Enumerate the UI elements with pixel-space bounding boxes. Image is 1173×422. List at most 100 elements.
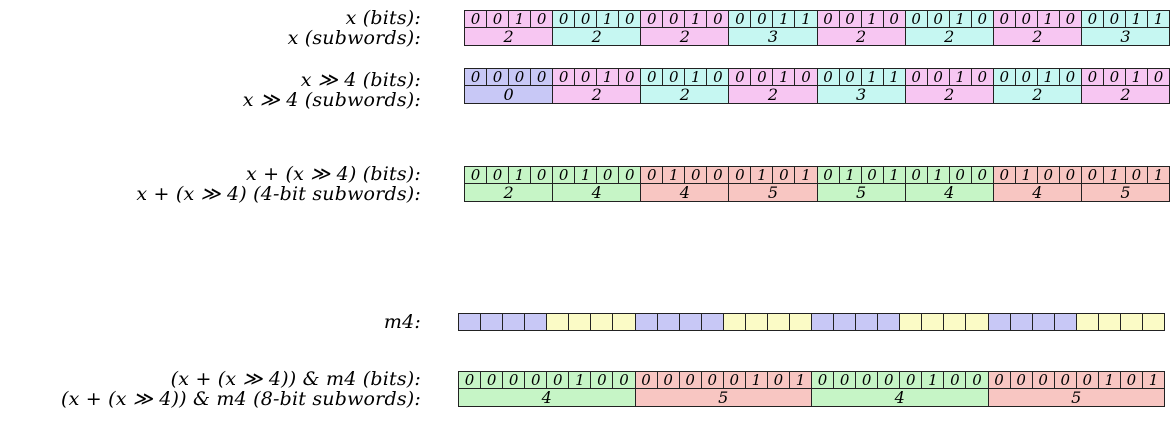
mask-cell: [657, 314, 680, 330]
x-shift4-subwords-label: x ≫ 4 (subwords):: [242, 89, 421, 111]
bit-cell: 0: [834, 372, 857, 388]
bit-cell: 0: [1015, 11, 1038, 27]
bit-cell: 1: [861, 11, 884, 27]
bit-cell: 0: [856, 372, 879, 388]
mask-cell: [503, 314, 526, 330]
subword-cell: 4: [993, 184, 1082, 201]
bit-cell: 0: [707, 69, 730, 85]
bit-cell: 1: [685, 69, 708, 85]
bit-cell: 1: [922, 372, 945, 388]
bit-cell: 0: [531, 69, 554, 85]
subword-cell: 2: [905, 28, 994, 45]
subword-cell: 2: [817, 28, 906, 45]
bit-cell: 1: [745, 372, 768, 388]
bit-cell: 0: [707, 11, 730, 27]
bit-cell: 0: [641, 11, 664, 27]
subword-cell: 5: [988, 389, 1165, 406]
bit-cell: 1: [795, 167, 818, 183]
x-subwords-label: x (subwords):: [287, 27, 421, 49]
bit-cell: 0: [839, 69, 862, 85]
bit-cell: 0: [503, 372, 526, 388]
bit-cell: 0: [993, 69, 1016, 85]
subword-cell: 2: [641, 28, 730, 45]
masked-bits-label: (x + (x ≫ 4)) & m4 (bits):: [170, 368, 421, 390]
bit-cell: 1: [949, 11, 972, 27]
bit-cell: 0: [685, 167, 708, 183]
bit-cell: 0: [1081, 11, 1104, 27]
subword-cell: 0: [465, 86, 554, 103]
bit-cell: 0: [613, 372, 636, 388]
bit-cell: 1: [663, 167, 686, 183]
bit-cell: 0: [729, 11, 752, 27]
bit-cell: 0: [553, 167, 576, 183]
mask-cell: [1142, 314, 1165, 330]
bit-cell: 0: [531, 11, 554, 27]
subword-cell: 5: [817, 184, 906, 201]
bit-cell: 0: [591, 372, 614, 388]
mask-label: m4:: [383, 311, 421, 333]
bit-cell: 0: [767, 372, 790, 388]
bit-cell: 0: [1103, 69, 1126, 85]
subword-cell: 4: [812, 389, 989, 406]
mask-cell: [834, 314, 857, 330]
bit-cell: 0: [619, 69, 642, 85]
mask-cell: [745, 314, 768, 330]
bit-cell: 0: [525, 372, 548, 388]
mask-cell: [1054, 314, 1077, 330]
bit-cell: 0: [1081, 167, 1104, 183]
bit-cell: 1: [773, 69, 796, 85]
bit-cell: 0: [459, 372, 482, 388]
mask-cell: [723, 314, 746, 330]
subword-cell: 3: [1081, 28, 1170, 45]
bit-cell: 1: [569, 372, 592, 388]
bit-cell: 0: [817, 11, 840, 27]
bit-cell: 0: [971, 167, 994, 183]
bit-cell: 0: [1059, 167, 1082, 183]
bit-cell: 1: [1125, 11, 1148, 27]
bit-cell: 0: [679, 372, 702, 388]
sum-subwords-label: x + (x ≫ 4) (4-bit subwords):: [136, 183, 421, 205]
bit-cell: 1: [751, 167, 774, 183]
mask-cell: [1120, 314, 1143, 330]
mask-cell: [878, 314, 901, 330]
bit-cell: 0: [465, 11, 488, 27]
bit-cell: 0: [509, 69, 532, 85]
bit-cell: 0: [619, 167, 642, 183]
bit-cell: 0: [553, 69, 576, 85]
mask-cell: [547, 314, 570, 330]
bit-cell: 0: [993, 167, 1016, 183]
bit-cell: 1: [883, 69, 906, 85]
subword-cell: 2: [993, 28, 1082, 45]
mask-cell: [569, 314, 592, 330]
mask-cell: [525, 314, 548, 330]
bit-cell: 1: [1103, 167, 1126, 183]
subword-cell: 2: [905, 86, 994, 103]
bit-cell: 0: [641, 69, 664, 85]
mask-cell: [922, 314, 945, 330]
subword-cell: 2: [553, 28, 642, 45]
mask-cell: [944, 314, 967, 330]
bit-cell: 0: [883, 11, 906, 27]
bit-cell: 1: [927, 167, 950, 183]
bit-cell: 0: [487, 167, 510, 183]
bit-cell: 0: [905, 167, 928, 183]
bit-cell: 0: [1054, 372, 1077, 388]
subword-cell: 3: [817, 86, 906, 103]
bit-cell: 0: [663, 11, 686, 27]
bit-cell: 0: [1015, 69, 1038, 85]
bit-cell: 0: [635, 372, 658, 388]
bit-cell: 0: [751, 11, 774, 27]
subword-cell: 2: [641, 86, 730, 103]
bit-cell: 0: [1059, 69, 1082, 85]
bit-cell: 0: [949, 167, 972, 183]
mask-cell: [613, 314, 636, 330]
subword-cell: 5: [1081, 184, 1170, 201]
bit-cell: 0: [927, 69, 950, 85]
bit-cell: 1: [1125, 69, 1148, 85]
bit-cell: 0: [1076, 372, 1099, 388]
bit-cell: 0: [971, 11, 994, 27]
subword-cell: 2: [465, 184, 554, 201]
